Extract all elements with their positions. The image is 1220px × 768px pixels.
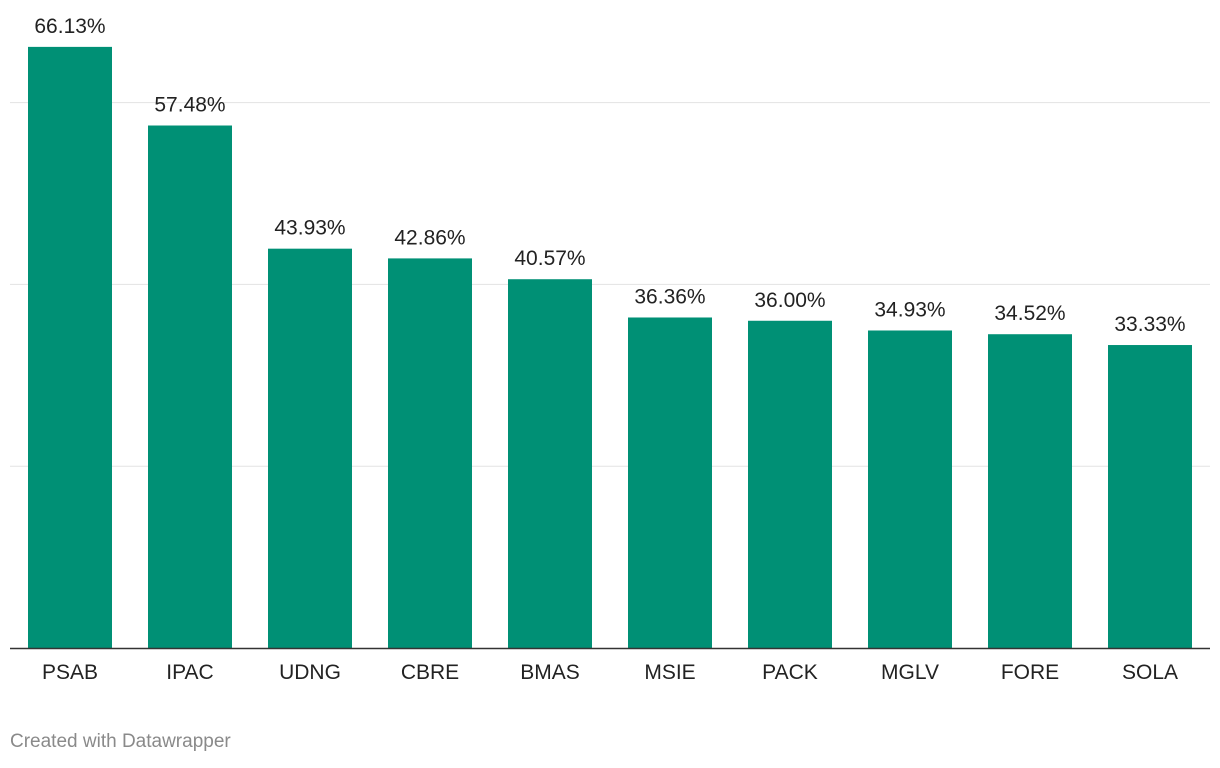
value-label-psab: 66.13%: [34, 15, 105, 38]
x-tick-label-ipac: IPAC: [166, 661, 213, 684]
value-label-ipac: 57.48%: [154, 94, 225, 117]
bar-udng: [268, 248, 352, 648]
x-tick-label-udng: UDNG: [279, 661, 341, 684]
x-tick-label-psab: PSAB: [42, 661, 98, 684]
bar-pack: [748, 320, 832, 648]
bar-cbre: [388, 258, 472, 648]
x-tick-label-pack: PACK: [762, 661, 818, 684]
x-tick-label-bmas: BMAS: [520, 661, 580, 684]
bar-chart: 66.13% 57.48% 43.93% 42.86% 40.57% 36.36% 36.0…: [10, 15, 1210, 684]
value-label-pack: 36.00%: [754, 289, 825, 312]
bar-fore: [988, 334, 1072, 648]
x-tick-label-fore: FORE: [1001, 661, 1059, 684]
bar-psab: [28, 46, 112, 649]
value-label-fore: 34.52%: [994, 302, 1065, 325]
bar-ipac: [148, 125, 232, 649]
value-label-mglv: 34.93%: [874, 298, 945, 321]
value-label-cbre: 42.86%: [394, 226, 465, 249]
x-axis-tick-labels: PSAB IPAC UDNG CBRE BMAS MSIE PACK MGLV FORE SOLA: [42, 661, 1178, 684]
bar-mglv: [868, 330, 952, 648]
value-labels: 66.13% 57.48% 43.93% 42.86% 40.57% 36.36% 36.0…: [34, 15, 1185, 336]
value-label-sola: 33.33%: [1114, 313, 1185, 336]
bar-msie: [628, 317, 712, 648]
bars: [28, 46, 1192, 649]
bar-bmas: [508, 279, 592, 648]
value-label-msie: 36.36%: [634, 285, 705, 308]
value-label-udng: 43.93%: [274, 217, 345, 240]
x-tick-label-msie: MSIE: [644, 661, 695, 684]
x-tick-label-mglv: MGLV: [881, 661, 939, 684]
x-tick-label-sola: SOLA: [1122, 661, 1178, 684]
bar-sola: [1108, 345, 1192, 648]
value-label-bmas: 40.57%: [514, 247, 585, 270]
credit-text: Created with Datawrapper: [10, 731, 231, 752]
x-tick-label-cbre: CBRE: [401, 661, 459, 684]
